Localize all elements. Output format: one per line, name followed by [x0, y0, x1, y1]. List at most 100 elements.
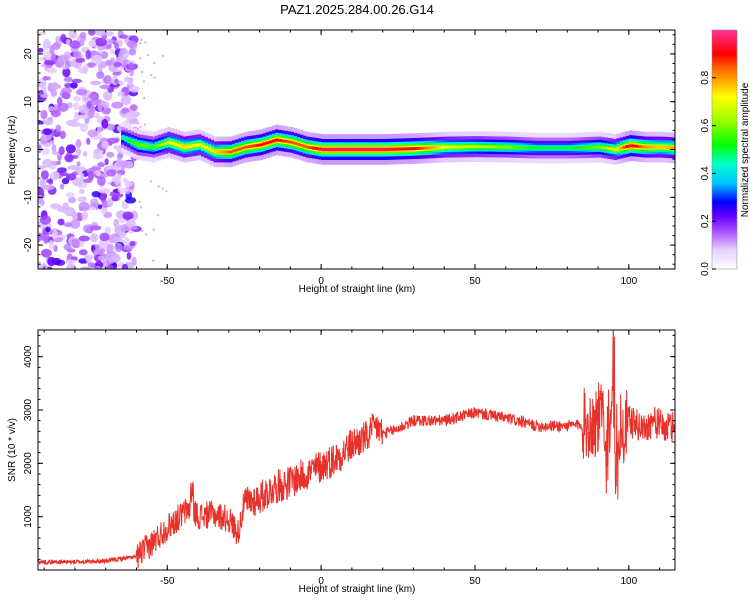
noise-blob: [119, 47, 128, 55]
x-tick-label: -50: [160, 576, 175, 587]
ridge-cell: [133, 141, 138, 145]
noise-blob: [78, 67, 88, 74]
noise-blob: [61, 92, 71, 100]
noise-blob: [41, 148, 50, 155]
noise-blob: [106, 243, 115, 253]
noise-dot: [140, 229, 144, 233]
noise-blob: [85, 49, 91, 60]
ridge-cell: [247, 145, 251, 149]
y-tick-label: 20: [23, 48, 34, 60]
noise-blob: [69, 40, 82, 49]
noise-dot: [161, 54, 164, 58]
noise-blob: [70, 122, 82, 128]
ridge-cell: [164, 141, 168, 145]
noise-blob: [40, 248, 52, 258]
noise-blob: [51, 229, 59, 240]
noise-blob: [125, 219, 136, 228]
ridge-cell: [579, 146, 584, 150]
noise-blob: [94, 265, 101, 269]
noise-blob: [104, 227, 111, 235]
ridge-cell: [299, 143, 304, 147]
noise-blob: [97, 255, 106, 261]
noise-blob: [99, 247, 106, 254]
ridge-cell: [284, 139, 288, 143]
noise-dot: [150, 74, 153, 77]
ridge-cell: [121, 136, 125, 139]
ridge-cell: [435, 146, 439, 149]
noise-dot: [152, 228, 155, 231]
noise-blob: [39, 178, 46, 189]
ridge-cell: [213, 150, 218, 154]
ridge-cell: [471, 145, 476, 149]
ridge-cell: [348, 148, 353, 151]
ridge-cell: [385, 148, 390, 151]
noise-blob: [114, 42, 119, 50]
noise-blob: [120, 95, 132, 106]
noise-blob: [65, 259, 77, 265]
noise-blob: [107, 198, 114, 208]
noise-blob: [86, 137, 91, 145]
noise-blob: [81, 211, 89, 220]
noise-blob: [64, 82, 73, 88]
ridge-cell: [204, 146, 208, 150]
noise-blob: [40, 109, 48, 120]
ridge-cell: [339, 148, 344, 151]
y-tick-label: -20: [23, 237, 34, 252]
noise-blob: [99, 84, 111, 90]
noise-blob: [75, 88, 88, 96]
noise-blob: [104, 158, 109, 166]
noise-dot: [139, 125, 142, 129]
ridge-cell: [419, 146, 424, 150]
noise-dot: [137, 122, 140, 125]
ridge-cell: [490, 145, 495, 149]
noise-blob: [106, 264, 114, 269]
noise-blob: [73, 50, 82, 59]
ridge-cell: [287, 140, 291, 144]
noise-blob: [111, 101, 124, 109]
ridge-cell: [671, 146, 675, 150]
colorbar-ticks: 0.0 0.2 0.4 0.6 0.8: [700, 70, 716, 276]
noise-dot: [143, 123, 146, 126]
x-tick-label: 50: [469, 576, 481, 587]
noise-blob: [98, 188, 111, 194]
noise-blob: [38, 144, 42, 154]
noise-blob: [131, 225, 138, 231]
noise-blob: [128, 48, 137, 56]
ridge-cell: [453, 145, 458, 149]
ridge-cell: [136, 143, 141, 147]
noise-blob: [39, 215, 52, 225]
ridge-cell: [542, 146, 547, 150]
noise-blob: [119, 34, 128, 39]
ridge-cell: [456, 145, 461, 149]
ridge-cell: [616, 147, 621, 151]
ridge-cell: [438, 146, 442, 149]
noise-blob: [87, 62, 96, 68]
noise-blob: [45, 226, 51, 232]
noise-blob: [77, 114, 90, 119]
snr-background: [38, 330, 675, 570]
noise-blob: [66, 263, 76, 269]
ridge-cell: [268, 140, 273, 144]
noise-blob: [98, 204, 103, 210]
noise-dot: [149, 180, 153, 183]
noise-blob: [65, 144, 76, 154]
noise-dot: [161, 187, 164, 190]
ridge-cell: [364, 148, 368, 151]
ridge-cell: [635, 144, 639, 148]
ridge-cell: [518, 146, 522, 149]
ridge-cell: [530, 146, 535, 150]
snr-line: [38, 330, 675, 569]
ridge-cell: [604, 146, 608, 150]
spectrogram-y-axis-label: Frequency (Hz): [7, 116, 18, 185]
noise-blob: [113, 175, 121, 186]
noise-blob: [62, 209, 74, 215]
ridge-cell: [262, 142, 267, 146]
ridge-cell: [484, 145, 488, 149]
ridge-cell: [345, 148, 350, 151]
ridge-cell: [315, 147, 319, 150]
x-tick-label: 100: [620, 576, 637, 587]
ridge-cell: [253, 144, 258, 148]
colorbar-tick-label: 0.4: [700, 166, 711, 180]
ridge-cell: [231, 149, 236, 153]
noise-blob: [53, 245, 58, 252]
